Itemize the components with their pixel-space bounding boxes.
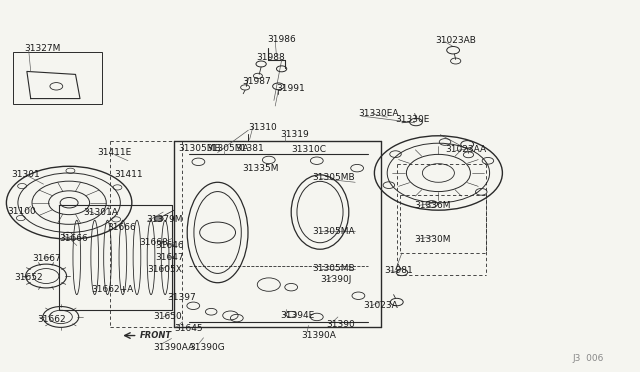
Text: 31988: 31988 — [256, 53, 285, 62]
Text: 31327M: 31327M — [24, 44, 61, 53]
Text: 31381: 31381 — [236, 144, 264, 153]
Text: 31646: 31646 — [155, 241, 184, 250]
Text: 31605X: 31605X — [147, 265, 182, 274]
Text: 31668: 31668 — [140, 238, 168, 247]
Text: FRONT: FRONT — [140, 331, 172, 340]
Text: 31305MA: 31305MA — [312, 227, 355, 236]
Text: 31305MB: 31305MB — [312, 173, 355, 182]
Text: 31662: 31662 — [37, 315, 66, 324]
Text: 31652: 31652 — [14, 273, 43, 282]
Text: 31666: 31666 — [59, 234, 88, 243]
Text: 31379M: 31379M — [146, 215, 182, 224]
Text: 31991: 31991 — [276, 84, 305, 93]
Text: 31666: 31666 — [108, 223, 136, 232]
Text: 31319: 31319 — [280, 130, 309, 139]
Text: 31390AA: 31390AA — [154, 343, 195, 352]
Text: 31650: 31650 — [154, 312, 182, 321]
Text: 31301: 31301 — [12, 170, 40, 179]
Text: 31335M: 31335M — [242, 164, 278, 173]
Text: 31023AA: 31023AA — [445, 145, 486, 154]
Text: 31100: 31100 — [8, 207, 36, 216]
Text: 31301A: 31301A — [83, 208, 118, 217]
Text: 31394E: 31394E — [280, 311, 315, 320]
Text: 31397: 31397 — [168, 293, 196, 302]
Text: 31310: 31310 — [248, 123, 277, 132]
Text: 31305MB: 31305MB — [312, 264, 355, 273]
Text: 31411E: 31411E — [97, 148, 132, 157]
Text: 31390: 31390 — [326, 320, 355, 329]
Text: 31310C: 31310C — [291, 145, 326, 154]
Text: 31390J: 31390J — [320, 275, 351, 284]
Text: 31662+A: 31662+A — [91, 285, 133, 294]
Text: 31987: 31987 — [242, 77, 271, 86]
Text: 31023AB: 31023AB — [435, 36, 476, 45]
Text: 31330EA: 31330EA — [358, 109, 399, 118]
Text: J3  006: J3 006 — [573, 355, 604, 363]
Text: 31667: 31667 — [32, 254, 61, 263]
Text: 31411: 31411 — [114, 170, 143, 179]
Bar — [13, 52, 102, 104]
Text: 31986: 31986 — [268, 35, 296, 44]
Text: 31981: 31981 — [384, 266, 413, 275]
Text: 31336M: 31336M — [415, 201, 451, 210]
Text: 31305MB: 31305MB — [178, 144, 221, 153]
Text: 31330E: 31330E — [396, 115, 430, 124]
Text: 31390A: 31390A — [301, 331, 335, 340]
Text: 31023A: 31023A — [364, 301, 398, 310]
Text: 31390G: 31390G — [189, 343, 225, 352]
Text: 31647: 31647 — [155, 253, 184, 262]
Text: 31330M: 31330M — [415, 235, 451, 244]
Text: 31305MA: 31305MA — [206, 144, 249, 153]
Circle shape — [154, 216, 163, 221]
Text: 31645: 31645 — [174, 324, 203, 333]
